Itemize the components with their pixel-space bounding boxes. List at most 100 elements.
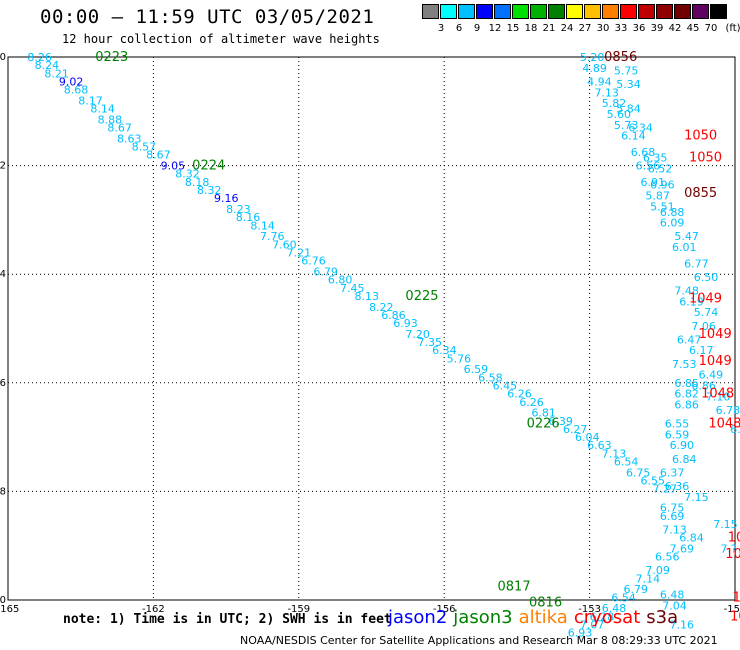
x-tick-label: -159	[287, 604, 310, 615]
wave-height-label: 6.79	[624, 583, 649, 596]
wave-height-label: 5.75	[614, 65, 639, 78]
x-tick-label: -165	[0, 604, 19, 615]
wave-height-label: 7.45	[340, 282, 365, 295]
satellite-label-jason2: jason2	[388, 607, 448, 628]
wave-height-label: 6.86	[674, 399, 699, 412]
wave-height-label: 8.14	[90, 103, 115, 116]
wave-height-label: 6.26	[519, 396, 544, 409]
colorbar-swatch	[548, 4, 565, 19]
wave-height-label: 7.09	[645, 564, 670, 577]
satellite-label-altika: altika	[518, 607, 568, 628]
wave-height-label: 6.75	[660, 502, 685, 515]
colorbar-swatch	[458, 4, 475, 19]
plot-frame	[7, 56, 736, 601]
colorbar-label: 6	[455, 23, 463, 34]
chart-title: 00:00 – 11:59 UTC 03/05/2021	[40, 6, 375, 28]
pass-time-label: 1050	[684, 129, 717, 144]
colorbar-label: 70	[704, 23, 718, 34]
colorbar-swatch	[422, 4, 439, 19]
pass-time-label: 1048	[725, 547, 740, 562]
wave-height-label: 6.96	[650, 179, 675, 192]
wave-height-label: 6.77	[684, 257, 709, 270]
wave-height-label: 7.48	[674, 284, 699, 297]
wave-height-label: 6.47	[677, 333, 702, 346]
wave-height-label: 6.01	[672, 241, 697, 254]
wave-height-label: 8.68	[64, 84, 88, 97]
wave-height-label: 6.26	[507, 388, 532, 401]
wave-height-label: 8.16	[236, 211, 261, 224]
wave-height-label: 8.32	[175, 168, 200, 181]
wave-height-label: 6.80	[328, 274, 353, 287]
colorbar-swatch	[476, 4, 493, 19]
wave-height-label: 5.47	[674, 230, 699, 243]
colorbar-label: 36	[632, 23, 646, 34]
wave-height-label: 6.56	[655, 551, 680, 564]
wave-height-label: 6.48	[660, 589, 685, 602]
wave-height-label: 6.54	[614, 456, 639, 469]
colorbar-swatch	[692, 4, 709, 19]
pass-time-label: 0226	[527, 417, 560, 432]
wave-height-label: 7.60	[272, 238, 297, 251]
x-tick-label: -150	[724, 604, 740, 615]
wave-height-label: 6.27	[563, 423, 588, 436]
wave-height-label: 5.84	[616, 103, 641, 116]
colorbar-swatch	[584, 4, 601, 19]
x-tick-label: -156	[433, 604, 456, 615]
wave-height-label: 6.76	[301, 255, 326, 268]
colorbar-swatch	[440, 4, 457, 19]
colorbar-label: 30	[596, 23, 610, 34]
colorbar-label: 21	[542, 23, 556, 34]
wave-height-label: 8.26	[27, 51, 51, 64]
pass-time-label: 1048	[701, 387, 734, 402]
wave-height-label: 8.63	[117, 132, 142, 145]
colorbar-swatch	[656, 4, 673, 19]
colorbar-label: 9	[473, 23, 481, 34]
pass-time-label: 0224	[192, 159, 225, 174]
wave-height-label: 8.21	[44, 67, 69, 80]
pass-time-label: 10-	[730, 609, 740, 624]
wave-height-label: 6.19	[679, 295, 704, 308]
wave-height-label: 7.15	[713, 518, 738, 531]
wave-height-label: 6.69	[660, 510, 685, 523]
wave-height-label: 7.15	[684, 491, 709, 504]
wave-height-label: 7.14	[636, 572, 661, 585]
wave-height-label: 6.93	[568, 627, 593, 640]
wave-height-label: 4.89	[582, 62, 607, 75]
wave-height-label: 5.87	[645, 189, 670, 202]
wave-height-label: 6.85	[674, 377, 699, 390]
wave-height-label: 6.45	[493, 380, 517, 393]
wave-height-label: 6.55	[640, 475, 665, 488]
wave-height-label: 9.16	[214, 192, 239, 205]
wave-height-label: 6.17	[689, 344, 714, 357]
wave-height-label: 7.21	[287, 246, 312, 259]
wave-height-label: 6.09	[660, 217, 685, 230]
colorbar-swatch	[494, 4, 511, 19]
wave-height-label: 6.35	[643, 151, 668, 164]
wave-height-label: 5.20	[580, 51, 605, 64]
satellite-label-s3a: s3a	[646, 607, 679, 628]
wave-height-label: 8.23	[226, 203, 251, 216]
wave-height-label: 8.32	[197, 184, 222, 197]
colorbar-label: 33	[614, 23, 628, 34]
y-tick-label: -56	[0, 378, 6, 389]
colorbar-swatch	[530, 4, 547, 19]
wave-height-label: 8.14	[250, 219, 274, 232]
wave-height-label: 7.76	[260, 230, 285, 243]
wave-height-label: 7.13	[594, 86, 619, 99]
wave-height-label: 6.78	[716, 404, 740, 417]
pass-time-label: 1050	[689, 150, 722, 165]
wave-height-label: 6.36	[665, 480, 690, 493]
wave-height-label: 5.51	[650, 200, 675, 213]
wave-height-label: 6.86	[691, 380, 716, 393]
wave-height-label: 6.54	[611, 591, 636, 604]
wave-height-label: 6.56	[636, 160, 661, 173]
wave-height-label: 6.84	[672, 453, 697, 466]
wave-height-label: 8.13	[355, 290, 380, 303]
wave-height-label: 8.67	[146, 149, 171, 162]
chart-subtitle: 12 hour collection of altimeter wave hei…	[62, 32, 380, 46]
wave-height-label: 6.04	[575, 431, 600, 444]
wave-height-label: 6.49	[699, 369, 724, 382]
wave-height-label: 6.59	[665, 428, 690, 441]
satellite-legend: jason2 jason3 altika cryosat s3a	[388, 607, 684, 628]
